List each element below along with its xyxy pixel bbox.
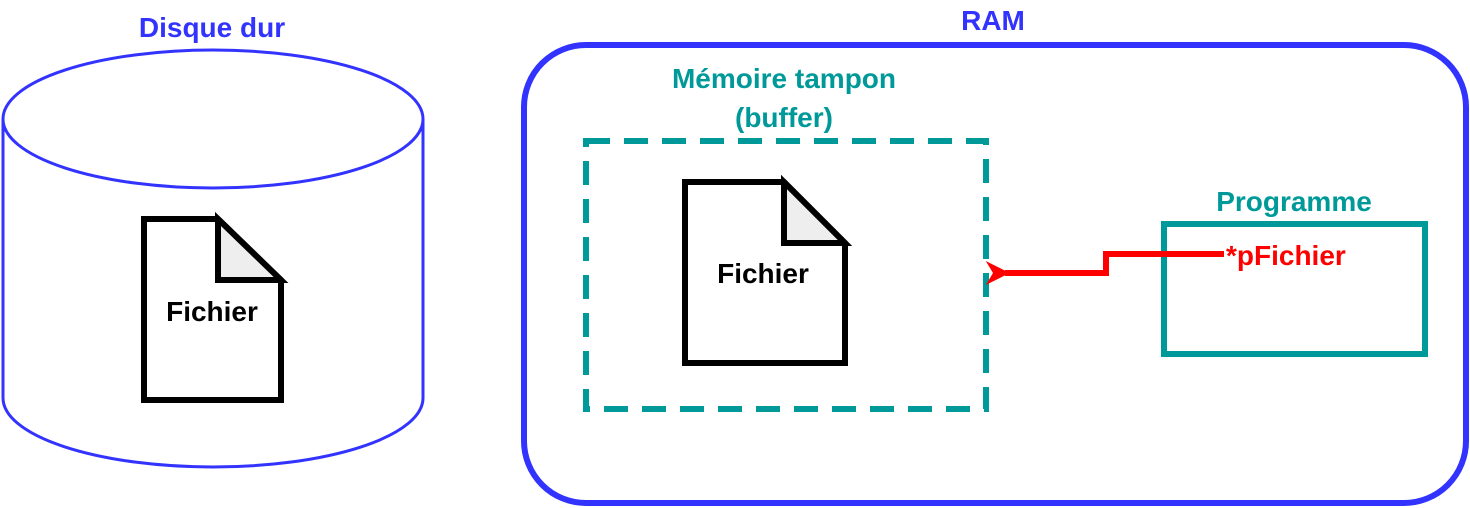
pointer-label: *pFichier (1226, 240, 1346, 271)
disk-file-icon (141, 211, 289, 403)
disk-file-label: Fichier (166, 296, 258, 327)
program-box (1161, 221, 1428, 357)
buffer-file-label: Fichier (717, 258, 809, 289)
buffer-title-line1: Mémoire tampon (672, 63, 896, 94)
buffer-title-line2: (buffer) (735, 102, 833, 133)
pointer-arrow-icon (985, 251, 1224, 285)
ram-container (521, 42, 1469, 506)
buffer-file-icon (682, 174, 853, 366)
program-title: Programme (1216, 186, 1372, 217)
ram-title: RAM (961, 5, 1025, 36)
disk-title: Disque dur (139, 12, 285, 43)
